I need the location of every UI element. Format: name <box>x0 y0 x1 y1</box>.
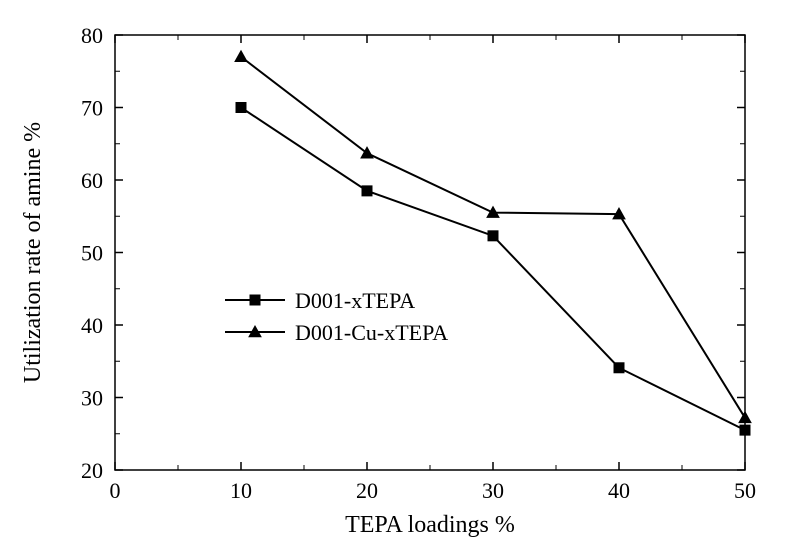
y-tick-label: 20 <box>81 458 103 483</box>
chart-container: 0 10 20 30 40 50 20 30 40 50 60 70 80 TEPA loadings %… <box>0 0 788 551</box>
y-tick-label: 50 <box>81 241 103 266</box>
y-tick-label: 30 <box>81 386 103 411</box>
legend-label-1: D001-Cu-xTEPA <box>295 320 448 345</box>
x-tick-label: 40 <box>608 478 630 503</box>
series-line-0 <box>241 108 745 431</box>
legend-marker-0 <box>250 295 260 305</box>
x-tick-label: 50 <box>734 478 756 503</box>
y-axis-label: Utilization rate of amine % <box>20 122 46 383</box>
legend-label-0: D001-xTEPA <box>295 288 415 313</box>
series-marker-1 <box>235 51 247 62</box>
x-tick-label: 0 <box>110 478 121 503</box>
line-chart: 0 10 20 30 40 50 20 30 40 50 60 70 80 TEPA loadings %… <box>0 0 788 551</box>
x-axis-label: TEPA loadings % <box>345 512 515 538</box>
series-marker-0 <box>236 103 246 113</box>
series-marker-0 <box>740 425 750 435</box>
series-marker-0 <box>362 186 372 196</box>
y-tick-label: 40 <box>81 313 103 338</box>
series-marker-0 <box>614 363 624 373</box>
y-tick-label: 80 <box>81 23 103 48</box>
y-tick-label: 60 <box>81 168 103 193</box>
y-tick-label: 70 <box>81 96 103 121</box>
series-marker-1 <box>739 412 751 423</box>
x-tick-label: 30 <box>482 478 504 503</box>
series-marker-0 <box>488 231 498 241</box>
x-tick-label: 10 <box>230 478 252 503</box>
x-tick-label: 20 <box>356 478 378 503</box>
